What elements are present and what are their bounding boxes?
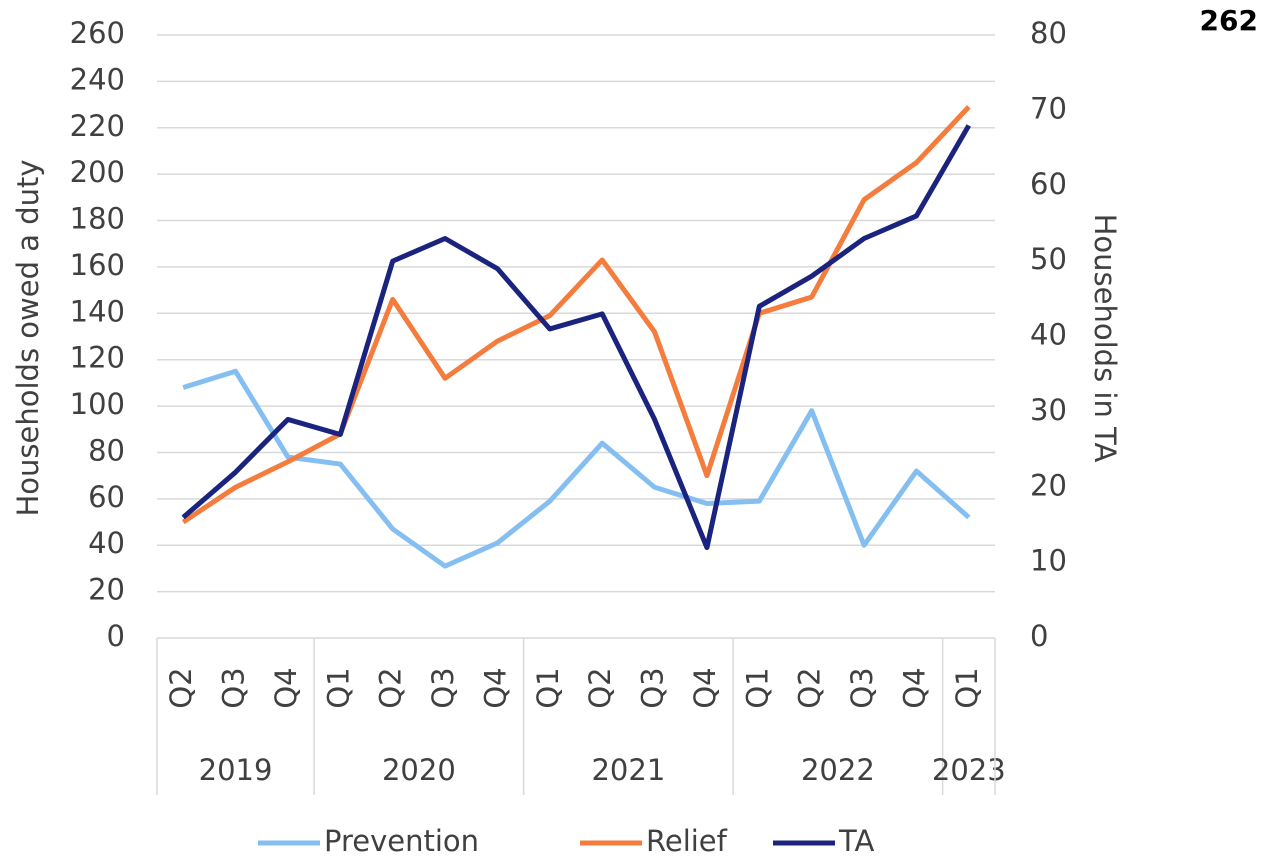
x-tick-label: Q3: [426, 667, 460, 708]
y2-tick-label: 50: [1030, 242, 1067, 276]
x-tick-label: Q4: [478, 667, 512, 708]
x-tick-label: Q4: [897, 667, 931, 708]
y-tick-label: 20: [88, 573, 125, 607]
y-tick-label: 260: [70, 16, 125, 50]
x-tick-label: Q4: [269, 667, 303, 708]
series-line: [181, 124, 971, 551]
y-tick-label: 40: [88, 526, 125, 560]
x-tick-label: Q2: [374, 667, 408, 708]
page-number: 262: [1200, 4, 1258, 37]
year-label: 2021: [591, 753, 665, 787]
x-tick-label: Q1: [531, 667, 565, 708]
y2-tick-label: 40: [1030, 318, 1067, 352]
y-tick-label: 180: [70, 202, 125, 236]
year-label: 2022: [801, 753, 875, 787]
y2-tick-label: 10: [1030, 544, 1067, 578]
legend-label: Prevention: [324, 824, 479, 858]
y2-tick-label: 0: [1030, 619, 1048, 653]
x-tick-label: Q3: [636, 667, 670, 708]
year-label: 2023: [932, 753, 1006, 787]
y2-tick-label: 30: [1030, 393, 1067, 427]
x-tick-label: Q2: [164, 667, 198, 708]
y2-tick-label: 60: [1030, 167, 1067, 201]
y-tick-label: 240: [70, 62, 125, 96]
y-tick-label: 140: [70, 294, 125, 328]
y2-axis-label: Households in TA: [1088, 214, 1122, 463]
y-tick-label: 200: [70, 155, 125, 189]
x-tick-label: Q1: [740, 667, 774, 708]
x-tick-label: Q2: [583, 667, 617, 708]
x-tick-label: Q3: [217, 667, 251, 708]
series-line: [181, 105, 971, 525]
x-tick-label: Q1: [321, 667, 355, 708]
y-tick-label: 160: [70, 248, 125, 282]
y2-tick-label: 70: [1030, 91, 1067, 125]
year-label: 2019: [199, 753, 273, 787]
legend-label: TA: [838, 824, 874, 858]
y-tick-label: 100: [70, 387, 125, 421]
series-line: [182, 368, 971, 569]
x-tick-label: Q2: [793, 667, 827, 708]
y-axis-label: Households owed a duty: [11, 159, 45, 516]
x-tick-label: Q3: [845, 667, 879, 708]
y-tick-label: 120: [70, 341, 125, 375]
x-tick-label: Q4: [688, 667, 722, 708]
y-tick-label: 0: [107, 619, 125, 653]
y2-tick-label: 80: [1030, 16, 1067, 50]
year-label: 2020: [382, 753, 456, 787]
y-tick-label: 220: [70, 109, 125, 143]
y-tick-label: 80: [88, 433, 125, 467]
legend-label: Relief: [646, 824, 728, 858]
y2-tick-label: 20: [1030, 468, 1067, 502]
x-tick-label: Q1: [950, 667, 984, 708]
y-tick-label: 60: [88, 480, 125, 514]
